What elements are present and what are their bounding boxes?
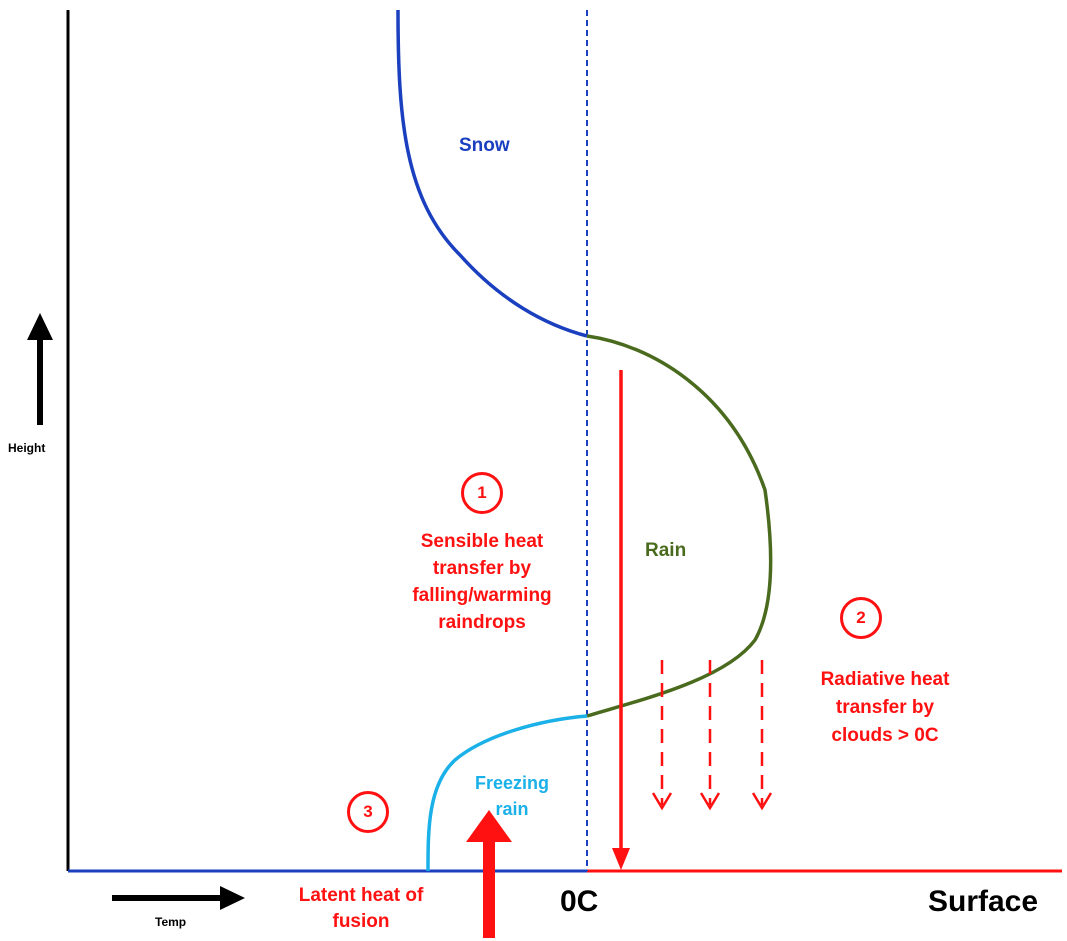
annotation-2-text: Radiative heat transfer by clouds > 0C xyxy=(820,669,950,746)
rain-label: Rain xyxy=(645,540,687,561)
annotation-1-text: Sensible heat transfer by falling/warmin… xyxy=(412,531,552,633)
temp-arrowhead xyxy=(220,886,245,910)
radiative-arrows xyxy=(651,660,773,811)
freezing-rain-label: Freezing rain xyxy=(474,773,549,819)
annotation-3-text: Latent heat of fusion xyxy=(298,885,424,932)
surface-label: Surface xyxy=(928,885,1039,918)
height-label: Height xyxy=(8,441,46,455)
rain-profile-curve xyxy=(586,334,773,718)
annotation-3-number: 3 xyxy=(347,791,389,833)
zero-c-label: 0C xyxy=(560,885,599,918)
annotation-2-number: 2 xyxy=(840,597,882,639)
snow-profile-curve xyxy=(396,9,588,338)
temp-label: Temp xyxy=(155,915,187,929)
freezing-rain-profile-curve xyxy=(426,714,588,872)
height-arrowhead xyxy=(27,313,53,340)
annotation-1-number: 1 xyxy=(461,472,503,514)
snow-label: Snow xyxy=(459,135,510,156)
latent-heat-arrowhead xyxy=(466,810,512,842)
sensible-heat-arrowhead xyxy=(612,848,630,870)
